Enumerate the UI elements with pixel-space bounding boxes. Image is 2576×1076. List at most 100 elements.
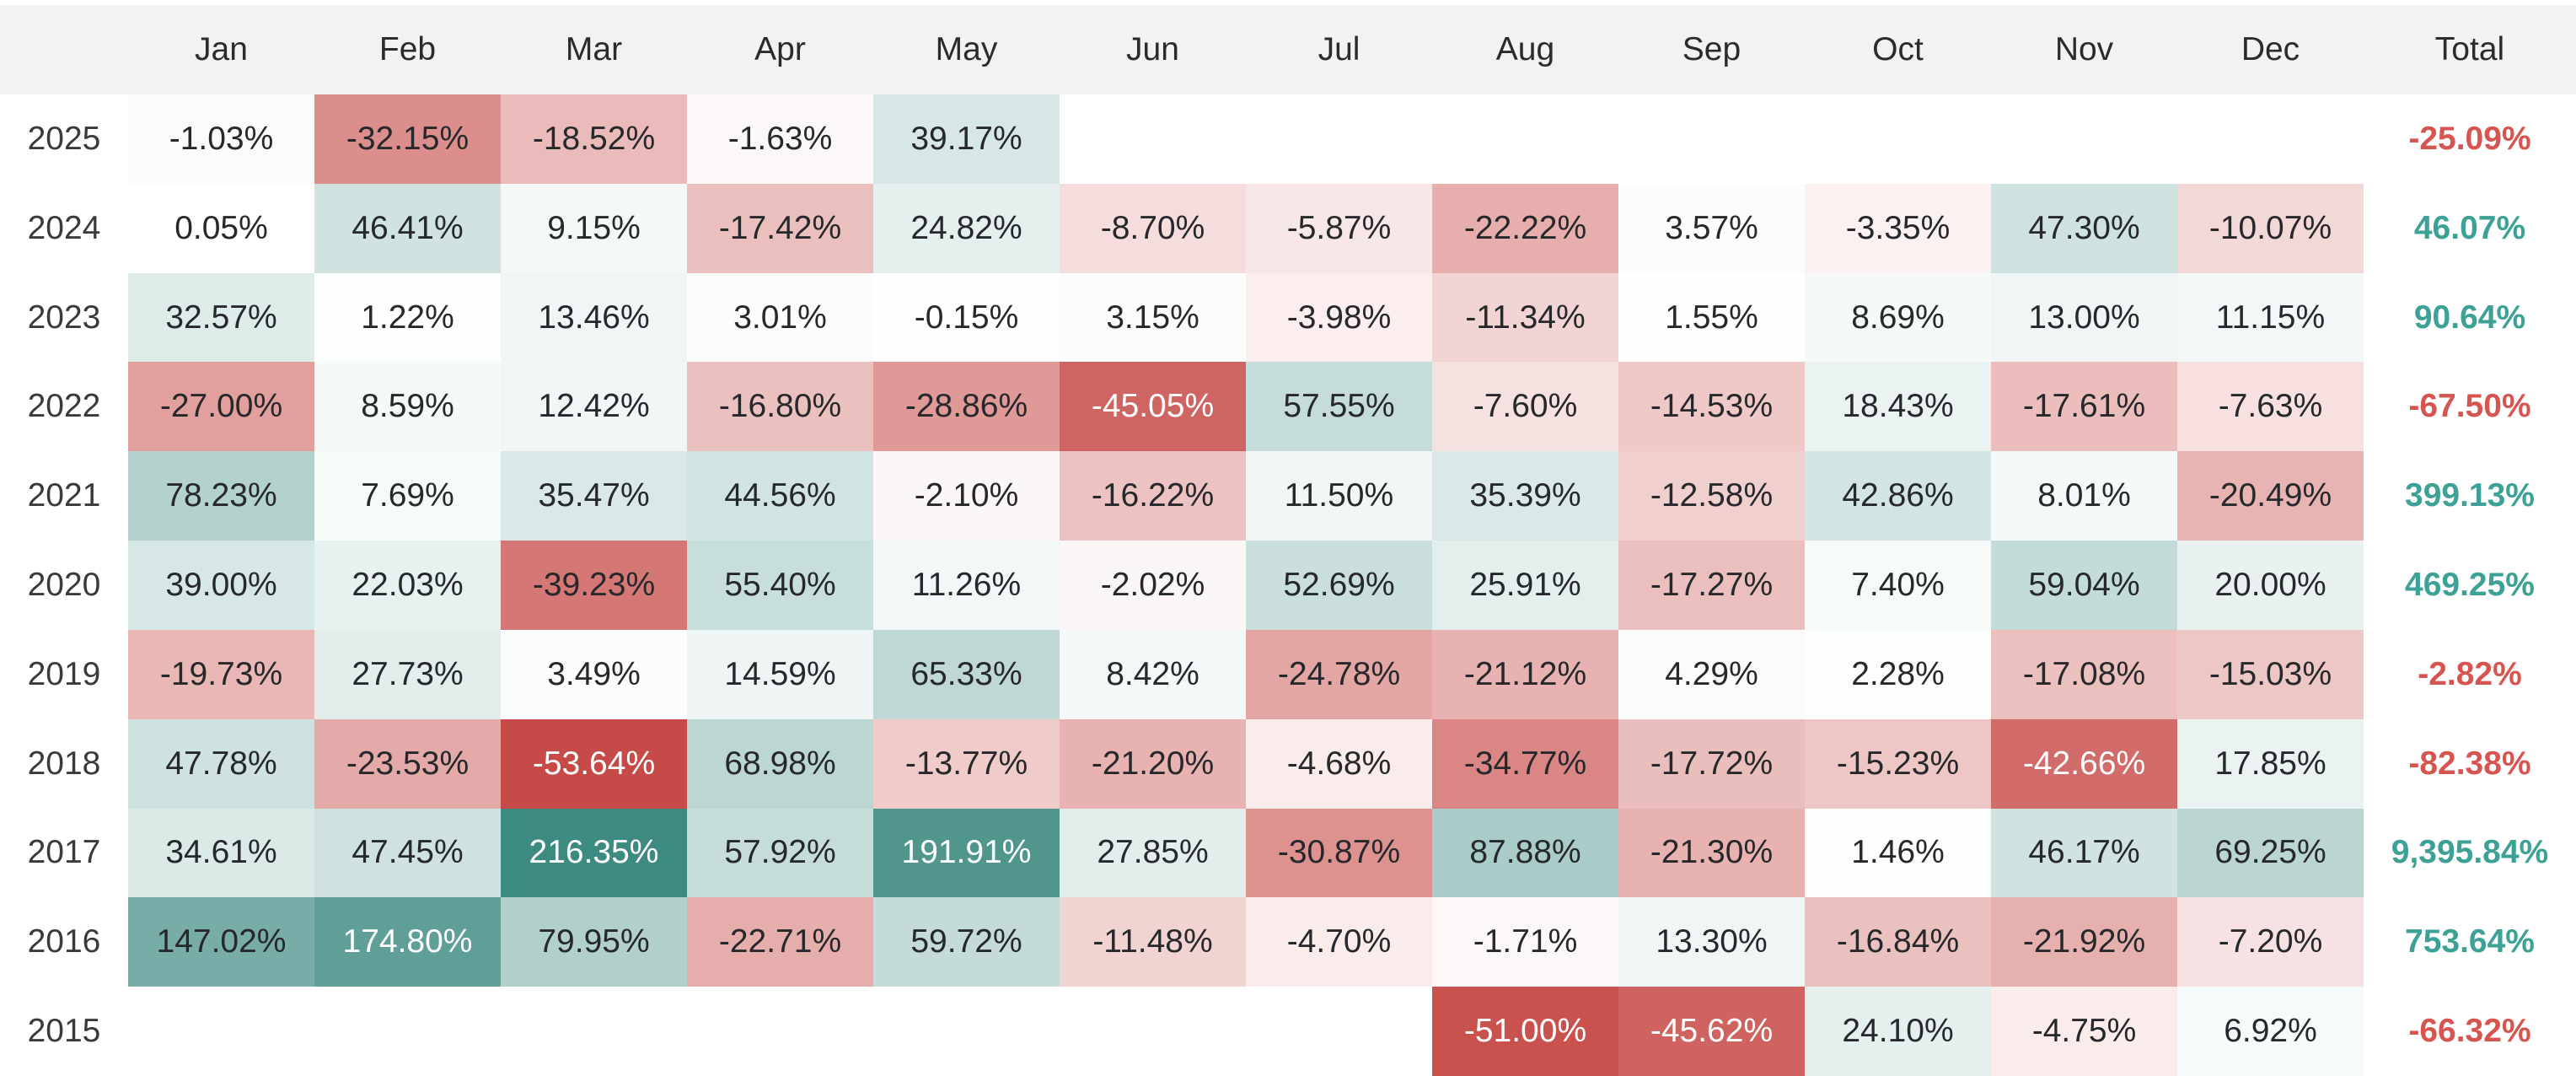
- cell-2023-jan: 32.57%: [128, 272, 314, 363]
- row-2020: 2020 39.00% 22.03% -39.23% 55.40% 11.26% -2.02…: [0, 541, 2576, 630]
- col-header-sep: Sep: [1618, 5, 1805, 94]
- cell-2015-oct: 24.10%: [1805, 987, 1991, 1076]
- cell-2021-nov: 8.01%: [1991, 451, 2177, 541]
- col-header-jun: Jun: [1060, 5, 1246, 94]
- cell-2021-feb: 7.69%: [314, 451, 501, 541]
- cell-2019-aug: -21.12%: [1432, 629, 1618, 719]
- cell-2024-jun: -8.70%: [1060, 183, 1246, 273]
- year-label-2019: 2019: [0, 629, 128, 719]
- cell-2015-feb: [314, 987, 501, 1076]
- cell-2021-aug: 35.39%: [1432, 451, 1618, 541]
- cell-2016-apr: -22.71%: [687, 897, 873, 987]
- cell-2022-jun: -45.05%: [1060, 362, 1246, 452]
- total-2024: 46.07%: [2413, 209, 2526, 246]
- cell-2023-aug: -11.34%: [1432, 272, 1618, 363]
- cell-2016-feb: 174.80%: [314, 897, 501, 987]
- year-label-2023: 2023: [0, 272, 128, 363]
- cell-2018-dec: 17.85%: [2177, 718, 2364, 809]
- cell-2019-jun: 8.42%: [1060, 629, 1246, 719]
- row-2016: 2016 147.02% 174.80% 79.95% -22.71% 59.72% -11…: [0, 897, 2576, 987]
- total-2022: -67.50%: [2408, 388, 2531, 425]
- cell-2023-jun: 3.15%: [1060, 272, 1246, 363]
- cell-2016-jul: -4.70%: [1246, 897, 1432, 987]
- cell-2022-dec: -7.63%: [2177, 362, 2364, 452]
- row-2019: 2019 -19.73% 27.73% 3.49% 14.59% 65.33% 8.42% -…: [0, 629, 2576, 719]
- cell-2018-mar: -53.64%: [501, 718, 687, 809]
- cell-2018-nov: -42.66%: [1991, 718, 2177, 809]
- cell-2018-sep: -17.72%: [1618, 718, 1805, 809]
- cell-2023-feb: 1.22%: [314, 272, 501, 363]
- cell-2024-aug: -22.22%: [1432, 183, 1618, 273]
- returns-table: Jan Feb Mar Apr May Jun Jul Aug Sep Oct Nov Dec Tota…: [0, 5, 2576, 1076]
- row-2023: 2023 32.57% 1.22% 13.46% 3.01% -0.15% 3.15% -3.…: [0, 272, 2576, 363]
- cell-2025-feb: -32.15%: [314, 94, 501, 184]
- cell-2025-oct: [1805, 94, 1991, 184]
- col-header-apr: Apr: [687, 5, 873, 94]
- cell-2015-apr: [687, 987, 873, 1076]
- row-2015: 2015 -51.00% -45.62% 24.10% -4.75% 6.92% -66.3…: [0, 987, 2576, 1076]
- cell-2019-nov: -17.08%: [1991, 629, 2177, 719]
- total-2023: 90.64%: [2413, 299, 2526, 336]
- cell-2017-sep: -21.30%: [1618, 808, 1805, 898]
- row-2025: 2025 -1.03% -32.15% -18.52% -1.63% 39.17% -25.…: [0, 94, 2576, 184]
- cell-2015-dec: 6.92%: [2177, 987, 2364, 1076]
- cell-2023-oct: 8.69%: [1805, 272, 1991, 363]
- cell-2022-jul: 57.55%: [1246, 362, 1432, 452]
- cell-2015-jul: [1246, 987, 1432, 1076]
- cell-2018-feb: -23.53%: [314, 718, 501, 809]
- row-2022: 2022 -27.00% 8.59% 12.42% -16.80% -28.86% -45.…: [0, 362, 2576, 452]
- cell-2021-jun: -16.22%: [1060, 451, 1246, 541]
- cell-2025-jul: [1246, 94, 1432, 184]
- cell-2024-jul: -5.87%: [1246, 183, 1432, 273]
- cell-2020-feb: 22.03%: [314, 541, 501, 630]
- cell-2019-feb: 27.73%: [314, 629, 501, 719]
- total-2019: -2.82%: [2418, 655, 2522, 692]
- col-header-may: May: [873, 5, 1060, 94]
- cell-2022-mar: 12.42%: [501, 362, 687, 452]
- cell-2022-oct: 18.43%: [1805, 362, 1991, 452]
- cell-2017-jan: 34.61%: [128, 808, 314, 898]
- cell-2016-may: 59.72%: [873, 897, 1060, 987]
- cell-2024-jan: 0.05%: [128, 183, 314, 273]
- cell-2022-feb: 8.59%: [314, 362, 501, 452]
- col-header-nov: Nov: [1991, 5, 2177, 94]
- cell-2024-apr: -17.42%: [687, 183, 873, 273]
- cell-2021-mar: 35.47%: [501, 451, 687, 541]
- cell-2019-mar: 3.49%: [501, 629, 687, 719]
- cell-2017-jul: -30.87%: [1246, 808, 1432, 898]
- cell-2025-jun: [1060, 94, 1246, 184]
- cell-2020-oct: 7.40%: [1805, 541, 1991, 630]
- year-label-2018: 2018: [0, 718, 128, 809]
- cell-2016-nov: -21.92%: [1991, 897, 2177, 987]
- cell-2018-jul: -4.68%: [1246, 718, 1432, 809]
- col-header-total: Total: [2364, 5, 2576, 94]
- cell-2021-oct: 42.86%: [1805, 451, 1991, 541]
- cell-2016-oct: -16.84%: [1805, 897, 1991, 987]
- cell-2022-aug: -7.60%: [1432, 362, 1618, 452]
- cell-2022-jan: -27.00%: [128, 362, 314, 452]
- cell-2024-sep: 3.57%: [1618, 183, 1805, 273]
- cell-2023-mar: 13.46%: [501, 272, 687, 363]
- cell-2016-aug: -1.71%: [1432, 897, 1618, 987]
- total-2020: 469.25%: [2405, 566, 2535, 603]
- cell-2021-sep: -12.58%: [1618, 451, 1805, 541]
- cell-2025-nov: [1991, 94, 2177, 184]
- cell-2025-jan: -1.03%: [128, 94, 314, 184]
- table-header: Jan Feb Mar Apr May Jun Jul Aug Sep Oct Nov Dec Tota…: [0, 5, 2576, 94]
- year-label-2017: 2017: [0, 808, 128, 898]
- cell-2021-jul: 11.50%: [1246, 451, 1432, 541]
- cell-2019-sep: 4.29%: [1618, 629, 1805, 719]
- cell-2016-sep: 13.30%: [1618, 897, 1805, 987]
- row-2021: 2021 78.23% 7.69% 35.47% 44.56% -2.10% -16.22%…: [0, 451, 2576, 541]
- cell-2015-sep: -45.62%: [1618, 987, 1805, 1076]
- total-2015: -66.32%: [2408, 1013, 2531, 1050]
- cell-2024-dec: -10.07%: [2177, 183, 2364, 273]
- cell-2017-aug: 87.88%: [1432, 808, 1618, 898]
- row-2018: 2018 47.78% -23.53% -53.64% 68.98% -13.77% -21…: [0, 718, 2576, 809]
- cell-2020-dec: 20.00%: [2177, 541, 2364, 630]
- cell-2018-jun: -21.20%: [1060, 718, 1246, 809]
- total-2021: 399.13%: [2405, 477, 2535, 514]
- year-label-2025: 2025: [0, 94, 128, 184]
- total-2016: 753.64%: [2405, 923, 2535, 960]
